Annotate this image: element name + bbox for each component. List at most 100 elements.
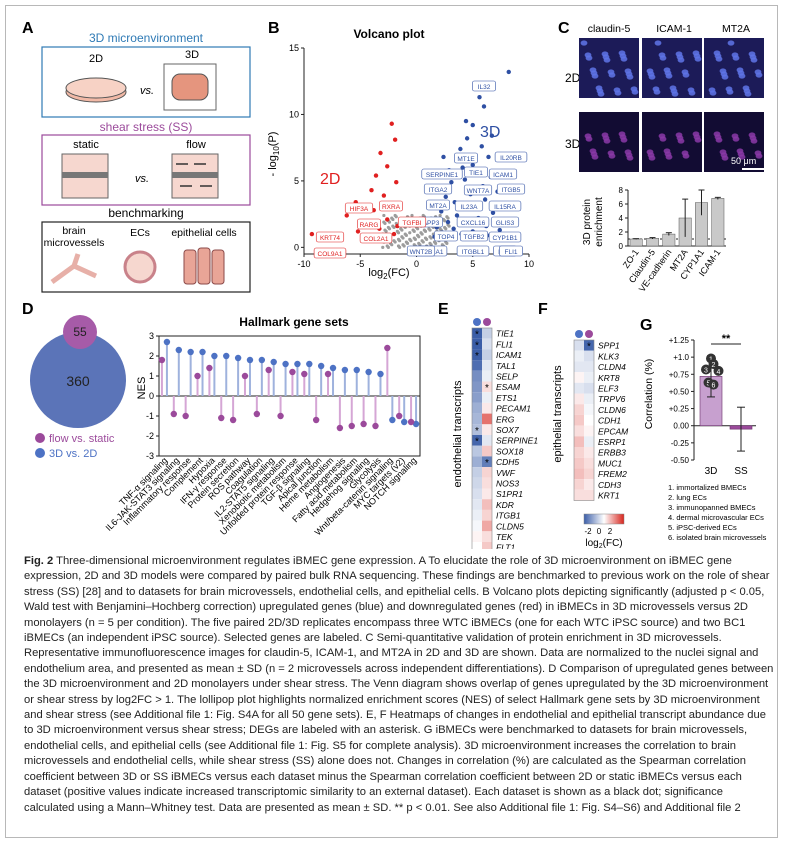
barg-dataset-dot bbox=[713, 365, 724, 376]
heatmap-row-label: VWF bbox=[496, 468, 516, 478]
heatmap-row-label: CDH1 bbox=[598, 416, 621, 426]
heatmap-cell bbox=[574, 372, 584, 383]
volcano-gene-up-label: TIE1 bbox=[469, 170, 483, 177]
col-label-claudin: claudin-5 bbox=[588, 23, 631, 35]
volcano-point-ns bbox=[396, 231, 401, 235]
lollipop-ytick-label: -2 bbox=[146, 431, 154, 441]
bench-brain: brain bbox=[62, 225, 86, 237]
volcano-gene-down-label: RXRA bbox=[382, 204, 401, 211]
volcano-point-3d bbox=[470, 162, 475, 168]
volcano-gene-up-label: TOP4 bbox=[438, 234, 455, 241]
volcano-xlabel: log2(FC) bbox=[368, 267, 409, 281]
volcano-point-ns bbox=[398, 239, 402, 243]
lollipop-dot-flow bbox=[194, 372, 201, 380]
barg-category-label: SS bbox=[734, 466, 748, 477]
heatmap-row-label: MUC1 bbox=[598, 458, 622, 468]
if-nucleus bbox=[681, 150, 689, 156]
panel-f: F SPP1KLK3CLDN4KRT8ELF3TRPV6CLDN6CDH1EPC… bbox=[538, 301, 629, 549]
volcano-gene-box bbox=[472, 80, 496, 92]
if-nucleus bbox=[687, 87, 695, 93]
lollipop-dot-flow bbox=[253, 410, 261, 418]
lollipop-dot-flow bbox=[372, 422, 379, 430]
volcano-point-ns bbox=[410, 213, 414, 218]
lollipop-dot-3d bbox=[389, 416, 396, 424]
volcano-point-ns bbox=[413, 237, 417, 241]
heatmap-row-label: CDH5 bbox=[496, 457, 519, 467]
heatmap-cell bbox=[482, 338, 492, 350]
if-nucleus bbox=[719, 149, 727, 155]
heatmap-cell bbox=[482, 456, 492, 468]
heatmap-cell bbox=[472, 338, 482, 350]
volcano-point-ns bbox=[386, 245, 390, 249]
benchmark-legend-item: 2. lung ECs bbox=[668, 493, 707, 502]
volcano-gene-box bbox=[456, 245, 490, 257]
barg-dataset-dot bbox=[708, 379, 719, 390]
heatmap-row-label: ETS1 bbox=[496, 393, 518, 403]
heatmap-cell bbox=[584, 340, 594, 351]
volcano-point-ns bbox=[447, 224, 451, 228]
barc-ylabel: 3D protein enrichment bbox=[582, 197, 605, 247]
barg-dataset-dot-label: 2 bbox=[712, 362, 716, 369]
volcano-gene-box bbox=[313, 247, 347, 259]
volcano-point-ns bbox=[404, 233, 408, 237]
svg-text:enrichment: enrichment bbox=[594, 197, 605, 247]
lollipop-dot-flow bbox=[277, 412, 284, 420]
volcano-gene-box bbox=[454, 200, 484, 212]
volcano-gene-box bbox=[490, 216, 520, 228]
volcano-point-ns bbox=[391, 217, 395, 222]
lollipop-dot-3d bbox=[234, 354, 242, 362]
heatmap-frame bbox=[471, 327, 493, 549]
ec-ring bbox=[123, 250, 157, 284]
panel-g: G -0.50 -0.25 0.00 +0.25 +0.50 +0.75 +1.0 +1.25… bbox=[640, 317, 767, 542]
if-nucleus bbox=[595, 85, 603, 91]
volcano-gene-box bbox=[315, 231, 345, 243]
heatmap-row-label: TEK bbox=[496, 532, 513, 542]
panel-e: E TIE1FLI1ICAM1TAL1SELPESAMETS1PECAM1ERG… bbox=[438, 301, 538, 549]
volcano-point-ns bbox=[392, 225, 396, 230]
volcano-gene-box bbox=[488, 231, 522, 243]
heatmap-cell bbox=[584, 393, 594, 405]
heatmap-row-label: ERG bbox=[496, 414, 515, 424]
volcano-point-3d bbox=[464, 136, 470, 141]
legend-flow-dot bbox=[35, 433, 45, 443]
volcano-point-ns bbox=[400, 228, 404, 232]
volcano-point-ns bbox=[390, 243, 394, 247]
heatmap-star: * bbox=[587, 342, 591, 353]
volcano-point-2d bbox=[381, 193, 387, 198]
heatmap-row-label: KRT1 bbox=[598, 491, 620, 501]
colorbar-label: log2(FC) bbox=[585, 538, 622, 549]
volcano-gene-up-label: ITGBL1 bbox=[462, 249, 485, 256]
heatmap-cell bbox=[482, 488, 492, 500]
heatmap-cell bbox=[472, 445, 482, 457]
heatmap-cell bbox=[472, 413, 482, 425]
volcano-point-ns bbox=[381, 245, 385, 249]
lollipop-ytick-label: 1 bbox=[149, 371, 154, 381]
heatmap-star: * bbox=[475, 330, 479, 341]
heatmap-row-label: CDH3 bbox=[598, 480, 621, 490]
lollipop-dot-3d bbox=[306, 360, 313, 368]
if-nucleus bbox=[754, 150, 762, 156]
volcano-point-3d bbox=[462, 177, 468, 182]
lollipop-dot-3d bbox=[199, 348, 206, 356]
volcano-point-ns bbox=[420, 232, 424, 236]
volcano-point-3d bbox=[445, 219, 451, 225]
if-nucleus bbox=[654, 40, 662, 46]
barc-ytick-label: 2 bbox=[619, 228, 624, 237]
heatmap-cell bbox=[472, 456, 482, 468]
volcano-point-ns bbox=[428, 228, 432, 232]
volcano-point-3d bbox=[443, 194, 448, 200]
heatmap-star: * bbox=[485, 383, 489, 394]
heatmap-row-label: CLDN6 bbox=[598, 405, 626, 415]
volcano-gene-down-label: COL9A1 bbox=[318, 251, 343, 258]
volcano-point-3d bbox=[490, 210, 496, 215]
if-nucleus bbox=[613, 87, 621, 93]
lollipop-dot-3d bbox=[353, 366, 360, 374]
heatmap-cell bbox=[482, 509, 492, 521]
heatmap-row-label: CLDN4 bbox=[598, 362, 626, 372]
heatmap-header-dot-flow bbox=[483, 318, 491, 326]
volcano-point-3d bbox=[497, 227, 502, 233]
panel-c: C claudin-5 ICAM-1 MT2A 2D 3D 50 μm 0 2 4 6… bbox=[558, 20, 764, 294]
volcano-gene-box bbox=[357, 218, 381, 230]
volcano-point-3d bbox=[470, 122, 475, 128]
lollipop-dot-3d bbox=[163, 338, 171, 346]
